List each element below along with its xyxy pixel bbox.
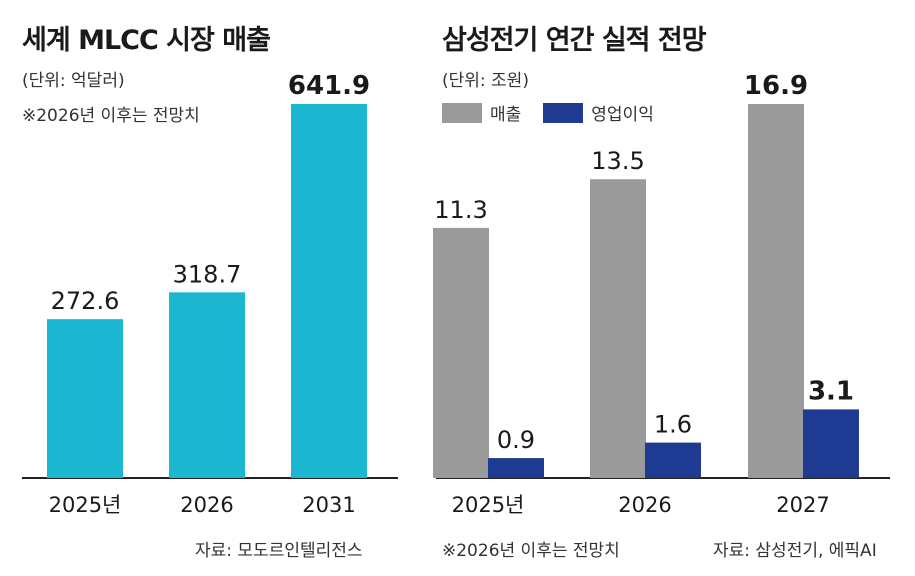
sales-bar xyxy=(748,104,804,478)
market-bar-value-label: 272.6 xyxy=(51,287,120,315)
market-bar xyxy=(47,319,123,478)
samsung-chart-note: ※2026년 이후는 전망치 xyxy=(442,541,620,561)
market-bar-value-label: 318.7 xyxy=(173,260,242,288)
sales-bar-value-label: 11.3 xyxy=(434,196,487,224)
op-profit-bar xyxy=(645,442,701,478)
sales-bar-value-label: 13.5 xyxy=(591,147,644,175)
samsung-chart-title: 삼성전기 연간 실적 전망 xyxy=(442,25,707,56)
legend-swatch-op-profit xyxy=(543,102,584,123)
legend-item-op-profit: 영업이익 xyxy=(543,100,654,125)
op-profit-bar-value-label: 3.1 xyxy=(808,376,854,406)
samsung-category-label: 2025년 xyxy=(452,493,525,517)
op-profit-bar-value-label: 1.6 xyxy=(654,411,692,439)
market-category-label: 2025년 xyxy=(49,493,122,517)
samsung-chart-source: 자료: 삼성전기, 에픽AI xyxy=(713,541,877,561)
market-chart-note: ※2026년 이후는 전망치 xyxy=(22,106,200,126)
legend-swatch-sales xyxy=(442,102,482,123)
samsung-chart-panel: 삼성전기 연간 실적 전망 (단위: 조원) 매출 영업이익 11.3 13.5 1… xyxy=(420,0,915,576)
market-chart-panel: 세계 MLCC 시장 매출 (단위: 억달러) ※2026년 이후는 전망치 2… xyxy=(0,0,420,576)
market-chart-source: 자료: 모도르인텔리전스 xyxy=(195,541,363,561)
market-bar xyxy=(169,292,245,478)
sales-bar xyxy=(590,179,646,478)
samsung-chart-unit: (단위: 조원) xyxy=(442,71,529,91)
market-chart-title: 세계 MLCC 시장 매출 xyxy=(22,25,271,56)
market-category-label: 2031 xyxy=(302,493,355,517)
sales-bar-value-label: 16.9 xyxy=(744,71,808,101)
market-category-label: 2026 xyxy=(180,493,233,517)
samsung-bar-chart: 11.3 13.5 16.9 0.9 1.6 3.1 2025년 2026 2027 xyxy=(433,71,890,517)
market-bar-chart: 272.6 2025년 318.7 2026 641.9 2031 xyxy=(22,71,398,517)
legend-item-sales: 매출 xyxy=(442,100,521,125)
samsung-chart-legend: 매출 영업이익 xyxy=(442,100,668,125)
market-bar-value-label: 641.9 xyxy=(288,71,370,101)
op-profit-bar xyxy=(488,458,544,478)
samsung-category-label: 2027 xyxy=(776,493,829,517)
op-profit-bar xyxy=(803,409,859,478)
market-chart-unit: (단위: 억달러) xyxy=(22,71,125,91)
market-bar xyxy=(291,104,367,478)
sales-bar xyxy=(433,227,489,478)
op-profit-bar-value-label: 0.9 xyxy=(497,426,535,454)
legend-label-sales: 매출 xyxy=(490,105,522,125)
samsung-category-label: 2026 xyxy=(618,493,671,517)
legend-label-op-profit: 영업이익 xyxy=(591,105,654,125)
